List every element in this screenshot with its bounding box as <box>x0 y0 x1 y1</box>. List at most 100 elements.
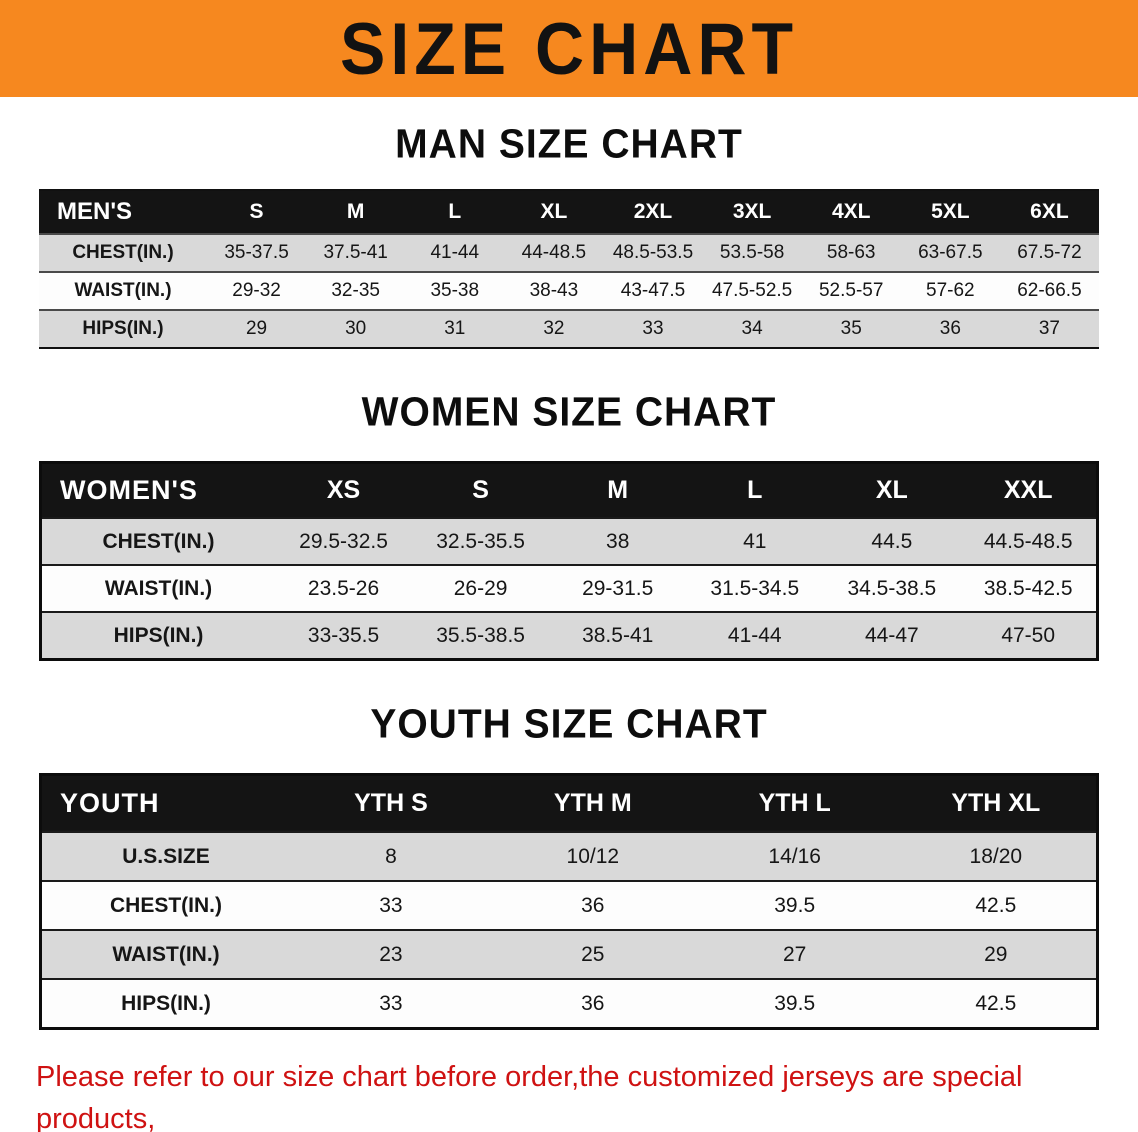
size-column-header: 2XL <box>633 200 673 223</box>
women-table-body: CHEST(IN.) 29.5-32.5 32.5-35.5 38 41 44.5 44.5… <box>40 518 1098 660</box>
size-column-header: M <box>346 200 365 223</box>
order-notice: Please refer to our size chart before or… <box>36 1056 1102 1132</box>
measurement-value-cell: 23.5-26 <box>307 576 380 600</box>
measurement-value-cell: 34.5-38.5 <box>847 576 937 600</box>
size-column-header: XL <box>540 200 568 223</box>
row-label-cell: HIPS(IN.) <box>113 623 204 647</box>
size-column-header: YTH L <box>758 789 831 817</box>
measurement-row: WAIST(IN.) 23 25 27 29 <box>40 930 1098 979</box>
measurement-value-cell: 32-35 <box>331 280 380 301</box>
size-column-header: XXL <box>1003 476 1053 504</box>
measurement-value-cell: 32.5-35.5 <box>436 529 525 553</box>
measurement-value-cell: 18/20 <box>969 844 1023 868</box>
measurement-value-cell: 38.5-41 <box>582 623 654 647</box>
measurement-value-cell: 30 <box>345 318 367 339</box>
measurement-row: U.S.SIZE 8 10/12 14/16 18/20 <box>40 832 1098 881</box>
table-title-cell: WOMEN'S <box>60 475 198 505</box>
men-header-row: MEN'S S M L XL 2XL 3XL 4XL 5XL 6XL <box>39 190 1099 234</box>
size-column-header: YTH M <box>553 789 632 817</box>
measurement-value-cell: 32 <box>543 318 565 339</box>
measurement-row: CHEST(IN.) 33 36 39.5 42.5 <box>40 881 1098 930</box>
measurement-value-cell: 35-38 <box>430 280 480 301</box>
row-label-cell: WAIST(IN.) <box>104 576 213 600</box>
size-column-header: YTH XL <box>951 789 1041 817</box>
measurement-value-cell: 43-47.5 <box>620 280 686 301</box>
measurement-value-cell: 37 <box>1038 318 1060 339</box>
row-label-cell: WAIST(IN.) <box>74 280 172 301</box>
measurement-row: HIPS(IN.) 33-35.5 35.5-38.5 38.5-41 41-44 44-… <box>40 612 1098 660</box>
measurement-value-cell: 31 <box>444 318 466 339</box>
row-label-cell: CHEST(IN.) <box>72 242 174 263</box>
size-column-header: XS <box>326 476 361 504</box>
measurement-value-cell: 31.5-34.5 <box>710 576 800 600</box>
notice-line-1: Please refer to our size chart before or… <box>36 1061 1023 1132</box>
measurement-value-cell: 29-32 <box>232 280 281 301</box>
measurement-row: HIPS(IN.) 33 36 39.5 42.5 <box>40 979 1098 1029</box>
measurement-value-cell: 42.5 <box>975 991 1017 1015</box>
measurement-value-cell: 58-63 <box>826 242 876 263</box>
measurement-row: WAIST(IN.) 29-32 32-35 35-38 38-43 43-47.5 47.… <box>39 272 1099 310</box>
men-table-body: CHEST(IN.) 35-37.5 37.5-41 41-44 44-48.5 48.5… <box>39 234 1099 348</box>
measurement-value-cell: 27 <box>783 942 807 966</box>
measurement-value-cell: 44-48.5 <box>521 242 587 263</box>
measurement-value-cell: 33-35.5 <box>307 623 380 647</box>
youth-section-heading: YOUTH SIZE CHART <box>370 701 768 748</box>
size-column-header: M <box>607 476 629 504</box>
measurement-value-cell: 33 <box>379 991 403 1015</box>
measurement-value-cell: 29 <box>984 942 1008 966</box>
measurement-value-cell: 33 <box>379 893 403 917</box>
measurement-value-cell: 67.5-72 <box>1017 242 1082 263</box>
row-label-cell: CHEST(IN.) <box>102 529 215 553</box>
women-size-section: WOMEN SIZE CHART WOMEN'S XS S M L XL XXL CHEST… <box>0 390 1138 661</box>
row-label-cell: U.S.SIZE <box>122 844 210 868</box>
men-size-table: MEN'S S M L XL 2XL 3XL 4XL 5XL 6XL CHEST(IN.) 35-3… <box>39 189 1099 349</box>
size-column-header: 6XL <box>1030 200 1069 223</box>
row-label-cell: HIPS(IN.) <box>121 991 211 1015</box>
measurement-value-cell: 26-29 <box>453 576 508 600</box>
table-title-cell: YOUTH <box>60 788 160 818</box>
size-chart-banner: SIZE CHART <box>0 0 1138 97</box>
measurement-value-cell: 39.5 <box>774 893 816 917</box>
measurement-value-cell: 41 <box>743 529 767 553</box>
size-column-header: 4XL <box>831 200 871 223</box>
measurement-value-cell: 8 <box>385 844 397 868</box>
measurement-value-cell: 25 <box>581 942 605 966</box>
measurement-value-cell: 35.5-38.5 <box>436 623 525 647</box>
size-column-header: 3XL <box>732 200 772 223</box>
measurement-value-cell: 41-44 <box>727 623 782 647</box>
measurement-value-cell: 38 <box>606 529 630 553</box>
size-column-header: L <box>747 476 763 504</box>
measurement-value-cell: 23 <box>379 942 403 966</box>
size-column-header: YTH S <box>354 789 428 817</box>
youth-size-section: YOUTH SIZE CHART YOUTH YTH S YTH M YTH L YTH… <box>0 701 1138 1030</box>
measurement-value-cell: 48.5-53.5 <box>612 242 694 263</box>
measurement-value-cell: 41-44 <box>430 242 480 263</box>
measurement-value-cell: 44.5-48.5 <box>983 529 1073 553</box>
measurement-value-cell: 35-37.5 <box>224 242 289 263</box>
size-column-header: S <box>472 476 489 504</box>
youth-table-head: YOUTH YTH S YTH M YTH L YTH XL <box>40 774 1098 832</box>
measurement-value-cell: 29.5-32.5 <box>299 529 388 553</box>
measurement-value-cell: 44-47 <box>864 623 919 647</box>
measurement-row: CHEST(IN.) 35-37.5 37.5-41 41-44 44-48.5 48.5… <box>39 234 1099 272</box>
measurement-value-cell: 38-43 <box>529 280 579 301</box>
measurement-value-cell: 53.5-58 <box>719 242 785 263</box>
women-size-table: WOMEN'S XS S M L XL XXL CHEST(IN.) 29.5-32.5 32.… <box>39 461 1099 661</box>
youth-table-body: U.S.SIZE 8 10/12 14/16 18/20 CHEST(IN.) 33 36 39… <box>40 832 1098 1029</box>
measurement-value-cell: 57-62 <box>926 280 975 301</box>
measurement-value-cell: 33 <box>642 318 664 339</box>
measurement-value-cell: 47-50 <box>1001 623 1056 647</box>
measurement-row: WAIST(IN.) 23.5-26 26-29 29-31.5 31.5-34.5 34… <box>40 565 1098 612</box>
row-label-cell: HIPS(IN.) <box>82 318 164 339</box>
women-header-row: WOMEN'S XS S M L XL XXL <box>40 462 1098 518</box>
size-column-header: L <box>448 200 462 223</box>
size-column-header: XL <box>875 476 908 504</box>
measurement-value-cell: 29-31.5 <box>582 576 654 600</box>
size-column-header: S <box>249 200 264 223</box>
size-column-header: 5XL <box>931 200 970 223</box>
men-section-heading: MAN SIZE CHART <box>395 121 743 168</box>
measurement-row: CHEST(IN.) 29.5-32.5 32.5-35.5 38 41 44.5 44.5… <box>40 518 1098 565</box>
men-table-head: MEN'S S M L XL 2XL 3XL 4XL 5XL 6XL <box>39 190 1099 234</box>
measurement-value-cell: 44.5 <box>871 529 913 553</box>
